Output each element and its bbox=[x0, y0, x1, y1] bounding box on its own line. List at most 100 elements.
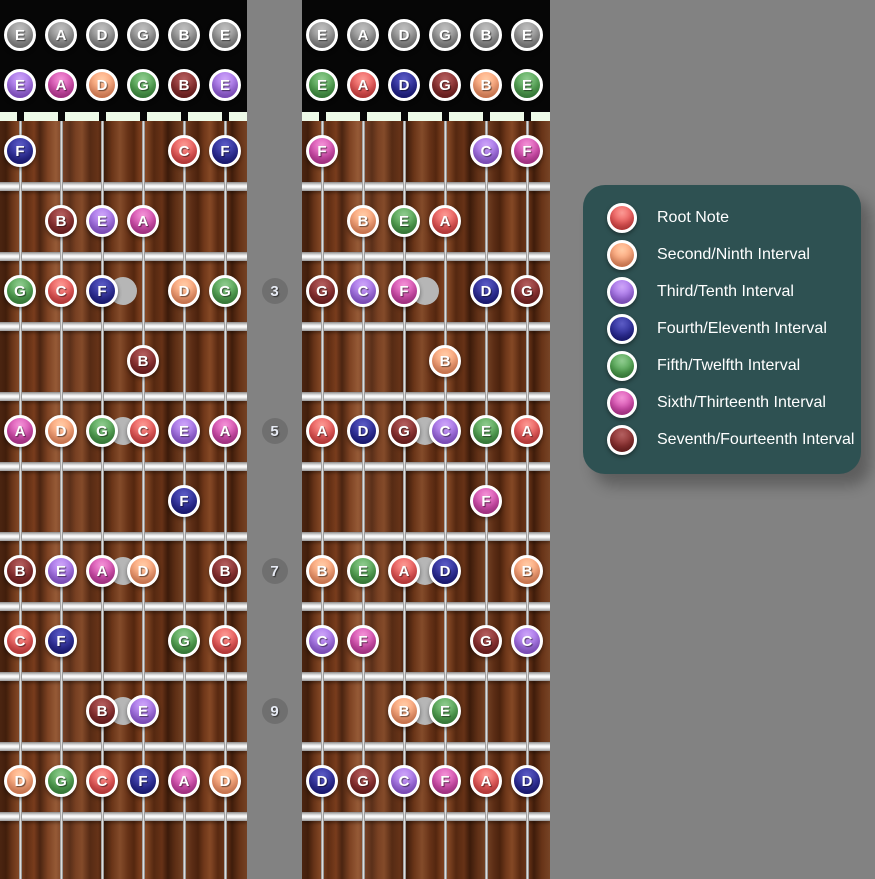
note-d-fret-3: D bbox=[168, 275, 200, 307]
fret-wire bbox=[0, 462, 247, 471]
legend-item-label: Second/Ninth Interval bbox=[657, 246, 810, 263]
note-d-fret-10: D bbox=[511, 765, 543, 797]
nut-string-mark bbox=[400, 112, 408, 121]
note-d-fret-5: D bbox=[347, 415, 379, 447]
open-note-e: E bbox=[511, 69, 543, 101]
open-note-e: E bbox=[306, 69, 338, 101]
third-color-circle-icon bbox=[607, 277, 637, 307]
open-string-d: D bbox=[86, 19, 118, 51]
note-g-fret-3: G bbox=[4, 275, 36, 307]
sixth-color-circle-icon bbox=[607, 388, 637, 418]
note-g-fret-5: G bbox=[86, 415, 118, 447]
note-c-fret-8: C bbox=[511, 625, 543, 657]
guitar-string-line bbox=[402, 121, 406, 879]
note-f-fret-3: F bbox=[86, 275, 118, 307]
note-a-fret-2: A bbox=[429, 205, 461, 237]
nut-string-mark bbox=[221, 112, 229, 121]
legend-item-label: Seventh/Fourteenth Interval bbox=[657, 431, 855, 448]
note-f-fret-3: F bbox=[388, 275, 420, 307]
fret-wire bbox=[302, 252, 550, 261]
guitar-string-line bbox=[141, 121, 145, 879]
open-string-e: E bbox=[511, 19, 543, 51]
note-c-fret-5: C bbox=[429, 415, 461, 447]
note-d-fret-3: D bbox=[470, 275, 502, 307]
open-string-b: B bbox=[470, 19, 502, 51]
open-string-b: B bbox=[168, 19, 200, 51]
nut-string-mark bbox=[180, 112, 188, 121]
note-a-fret-7: A bbox=[388, 555, 420, 587]
note-e-fret-9: E bbox=[429, 695, 461, 727]
note-d-fret-7: D bbox=[127, 555, 159, 587]
note-c-fret-8: C bbox=[306, 625, 338, 657]
note-g-fret-8: G bbox=[168, 625, 200, 657]
legend-item-fourth: Fourth/Eleventh Interval bbox=[607, 314, 827, 344]
fret-wire bbox=[302, 182, 550, 191]
note-d-fret-5: D bbox=[45, 415, 77, 447]
open-note-a: A bbox=[45, 69, 77, 101]
fret-wire bbox=[0, 812, 247, 821]
note-g-fret-10: G bbox=[347, 765, 379, 797]
note-d-fret-10: D bbox=[209, 765, 241, 797]
nut-string-mark bbox=[57, 112, 65, 121]
fret-wire bbox=[0, 392, 247, 401]
legend-item-fifth: Fifth/Twelfth Interval bbox=[607, 351, 800, 381]
note-d-fret-7: D bbox=[429, 555, 461, 587]
note-c-fret-5: C bbox=[127, 415, 159, 447]
note-b-fret-7: B bbox=[209, 555, 241, 587]
note-f-fret-10: F bbox=[127, 765, 159, 797]
guitar-string-line bbox=[361, 121, 365, 879]
fret-wire bbox=[0, 672, 247, 681]
second-color-circle-icon bbox=[607, 240, 637, 270]
guitar-string-line bbox=[443, 121, 447, 879]
note-a-fret-5: A bbox=[209, 415, 241, 447]
note-b-fret-7: B bbox=[4, 555, 36, 587]
open-string-a: A bbox=[45, 19, 77, 51]
note-b-fret-4: B bbox=[429, 345, 461, 377]
note-c-fret-10: C bbox=[388, 765, 420, 797]
note-c-fret-1: C bbox=[470, 135, 502, 167]
fret-wire bbox=[302, 462, 550, 471]
note-a-fret-2: A bbox=[127, 205, 159, 237]
fret-wire bbox=[302, 742, 550, 751]
open-note-g: G bbox=[429, 69, 461, 101]
fretboard-wood bbox=[0, 121, 247, 879]
open-note-b: B bbox=[470, 69, 502, 101]
legend-item-root: Root Note bbox=[607, 203, 729, 233]
guitar-string-line bbox=[223, 121, 227, 879]
open-note-b: B bbox=[168, 69, 200, 101]
note-g-fret-8: G bbox=[470, 625, 502, 657]
nut-string-mark bbox=[139, 112, 147, 121]
nut-bar bbox=[0, 112, 247, 121]
note-g-fret-5: G bbox=[388, 415, 420, 447]
legend-item-label: Fourth/Eleventh Interval bbox=[657, 320, 827, 337]
root-color-circle-icon bbox=[607, 203, 637, 233]
legend-item-second: Second/Ninth Interval bbox=[607, 240, 810, 270]
legend-item-label: Root Note bbox=[657, 209, 730, 226]
note-g-fret-10: G bbox=[45, 765, 77, 797]
open-note-e: E bbox=[4, 69, 36, 101]
note-e-fret-7: E bbox=[45, 555, 77, 587]
open-note-g: G bbox=[127, 69, 159, 101]
nut-string-mark bbox=[98, 112, 106, 121]
fret-wire bbox=[0, 532, 247, 541]
fret-wire bbox=[0, 602, 247, 611]
note-f-fret-6: F bbox=[470, 485, 502, 517]
note-f-fret-1: F bbox=[209, 135, 241, 167]
fret-number-marker-3: 3 bbox=[261, 278, 288, 304]
fret-wire bbox=[0, 742, 247, 751]
note-c-fret-3: C bbox=[45, 275, 77, 307]
note-a-fret-5: A bbox=[4, 415, 36, 447]
seventh-color-circle-icon bbox=[607, 425, 637, 455]
guitar-string-line bbox=[59, 121, 63, 879]
guitar-string-line bbox=[525, 121, 529, 879]
open-note-a: A bbox=[347, 69, 379, 101]
note-e-fret-2: E bbox=[388, 205, 420, 237]
legend-item-sixth: Sixth/Thirteenth Interval bbox=[607, 388, 826, 418]
note-g-fret-3: G bbox=[209, 275, 241, 307]
note-f-fret-1: F bbox=[4, 135, 36, 167]
fretboard-wood bbox=[302, 121, 550, 879]
